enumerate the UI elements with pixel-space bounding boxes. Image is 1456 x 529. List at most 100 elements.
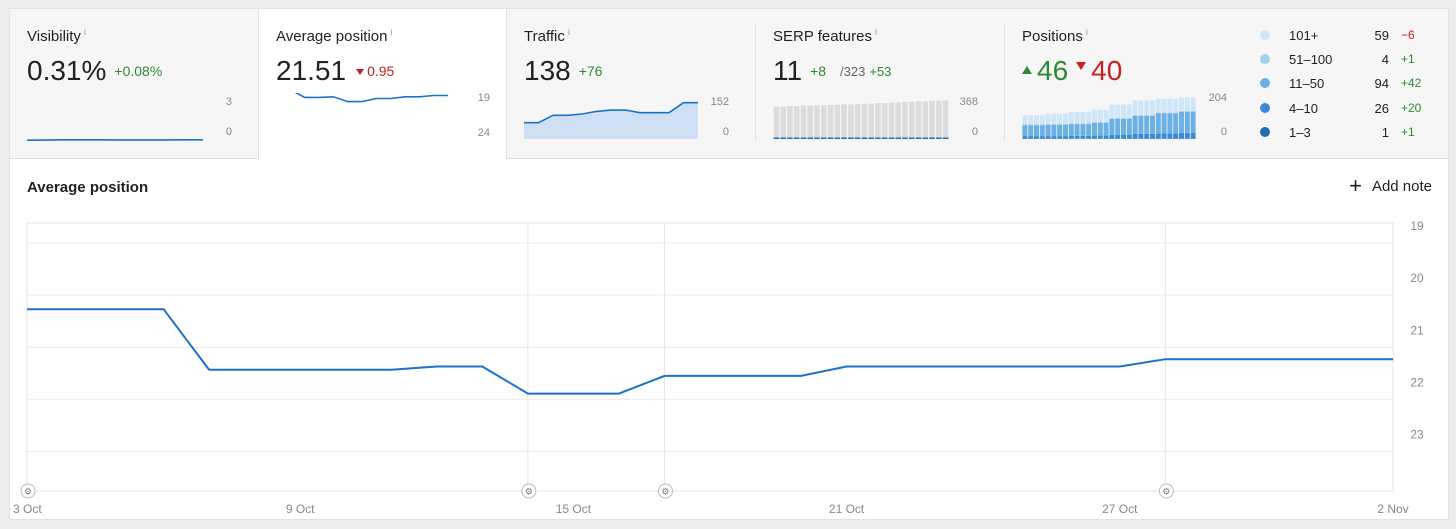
positions-bar-segment — [1190, 132, 1196, 139]
tab-visibility[interactable]: Visibility i 0.31% +0.08% 3 0 — [10, 9, 259, 159]
serp-bar — [942, 100, 949, 139]
positions-bar-segment — [1086, 124, 1092, 136]
serp-bar-feature — [800, 137, 807, 139]
serp-bar-feature — [834, 137, 841, 139]
serp-bar-feature — [929, 137, 935, 139]
positions-bar-segment — [1028, 124, 1034, 126]
positions-bar-segment — [1138, 100, 1144, 115]
tab-title: SERP features — [773, 28, 872, 45]
serp-bar — [881, 103, 888, 139]
info-icon[interactable]: i — [567, 27, 570, 37]
note-marker-gear-icon[interactable]: ⚙ — [1158, 483, 1174, 499]
legend-row-51-100[interactable]: 51–100 4 +1 — [1260, 50, 1429, 68]
info-icon[interactable]: i — [874, 27, 877, 37]
legend-dot — [1260, 127, 1270, 137]
positions-bar-segment — [1103, 123, 1109, 136]
positions-bar-segment — [1190, 97, 1196, 111]
serp-bar-feature — [909, 137, 915, 139]
metric-value: 21.51 — [276, 55, 347, 86]
info-icon[interactable]: i — [390, 27, 393, 37]
x-tick-label: 21 Oct — [829, 502, 865, 516]
positions-bar-segment — [1022, 115, 1028, 125]
positions-bar-segment — [1022, 125, 1028, 136]
positions-bar-segment — [1121, 118, 1126, 119]
legend-delta: +1 — [1401, 125, 1415, 139]
metric-delta: +8 — [810, 63, 827, 79]
tab-average-position[interactable]: Average position i 21.51 0.95 19 24 — [258, 9, 507, 160]
positions-bar-segment — [1092, 109, 1097, 123]
positions-bar-segment — [1022, 124, 1028, 126]
serp-bar-feature — [902, 137, 908, 139]
legend-dot — [1260, 78, 1270, 88]
serp-bar-feature — [821, 137, 827, 139]
x-tick-label: 3 Oct — [13, 502, 42, 516]
positions-bar-segment — [1115, 118, 1121, 135]
positions-bar-segment — [1103, 109, 1109, 123]
legend-row-101-plus[interactable]: 101+ 59 −6 — [1260, 26, 1429, 44]
tab-title: Average position — [276, 28, 388, 45]
axis-label: 19 — [477, 92, 490, 104]
positions-bar-segment — [1155, 113, 1161, 134]
info-icon[interactable]: i — [1085, 27, 1088, 37]
positions-bar-segment — [1063, 113, 1068, 124]
serp-bar-feature — [915, 137, 922, 139]
positions-bar-segment — [1184, 110, 1190, 112]
add-note-button[interactable]: + Add note — [1349, 175, 1432, 197]
serp-bar-feature — [881, 137, 888, 139]
axis-label: 0 — [722, 126, 729, 138]
positions-bar-segment — [1138, 133, 1144, 139]
positions-bar-segment — [1115, 118, 1121, 119]
positions-bar-segment — [1109, 118, 1115, 119]
serp-bar — [909, 101, 915, 139]
tab-serp-features[interactable]: SERP features i 11 +8/323 +53 368 0 — [756, 9, 1004, 159]
positions-bar-segment — [1161, 113, 1167, 134]
serp-bar-feature — [868, 137, 874, 139]
svg-text:⚙: ⚙ — [1162, 488, 1170, 498]
svg-text:⚙: ⚙ — [24, 488, 32, 498]
positions-bar-segment — [1184, 97, 1190, 111]
serp-bar — [787, 106, 793, 139]
positions-bar-segment — [1039, 125, 1045, 136]
series-line-average-position[interactable] — [27, 308, 1393, 395]
note-marker-gear-icon[interactable]: ⚙ — [20, 483, 36, 499]
axis-label: 0 — [225, 126, 232, 138]
positions-bar-segment — [1179, 97, 1184, 111]
positions-bar-segment — [1045, 113, 1051, 124]
positions-bar-segment — [1190, 110, 1196, 112]
legend-label: 101+ — [1289, 27, 1319, 43]
axis-label: 204 — [1208, 92, 1227, 104]
positions-bar-segment — [1190, 111, 1196, 133]
note-marker-gear-icon[interactable]: ⚙ — [521, 483, 537, 499]
positions-bar-segment — [1132, 114, 1138, 116]
tab-traffic[interactable]: Traffic i 138 +76 152 0 — [507, 9, 756, 159]
positions-bar-segment — [1097, 135, 1103, 139]
positions-bar-segment — [1097, 109, 1103, 123]
positions-bar-segment — [1144, 114, 1150, 116]
positions-bar-segment — [1057, 124, 1063, 137]
info-icon[interactable]: i — [83, 27, 86, 37]
positions-bar-segment — [1109, 104, 1115, 118]
tab-title: Traffic — [524, 28, 565, 45]
axis-label: 368 — [959, 96, 978, 108]
serp-bar — [814, 105, 820, 139]
legend-delta: +20 — [1401, 101, 1422, 115]
x-tick-label: 27 Oct — [1102, 502, 1138, 516]
note-marker-gear-icon[interactable]: ⚙ — [657, 483, 673, 499]
tab-positions[interactable]: Positions i 46 40 204 0 — [1005, 9, 1448, 159]
positions-bar-segment — [1126, 104, 1132, 118]
legend-row-4-10[interactable]: 4–10 26 +20 — [1260, 99, 1429, 117]
legend-row-11-50[interactable]: 11–50 94 +42 — [1260, 74, 1429, 92]
positions-bar-segment — [1039, 115, 1045, 125]
x-tick-label: 9 Oct — [286, 502, 315, 516]
positions-bar-segment — [1144, 115, 1150, 134]
positions-bar-segment — [1150, 115, 1155, 134]
serp-bar — [800, 105, 807, 139]
positions-bar-segment — [1173, 98, 1179, 113]
legend-row-1-3[interactable]: 1–3 1 +1 — [1260, 123, 1429, 141]
positions-bar-segment — [1121, 134, 1126, 139]
positions-bar-segment — [1150, 100, 1155, 115]
axis-label: 152 — [710, 96, 729, 108]
positions-bar-segment — [1138, 114, 1144, 116]
positions-bar-segment — [1126, 118, 1132, 135]
svg-text:⚙: ⚙ — [661, 488, 669, 498]
